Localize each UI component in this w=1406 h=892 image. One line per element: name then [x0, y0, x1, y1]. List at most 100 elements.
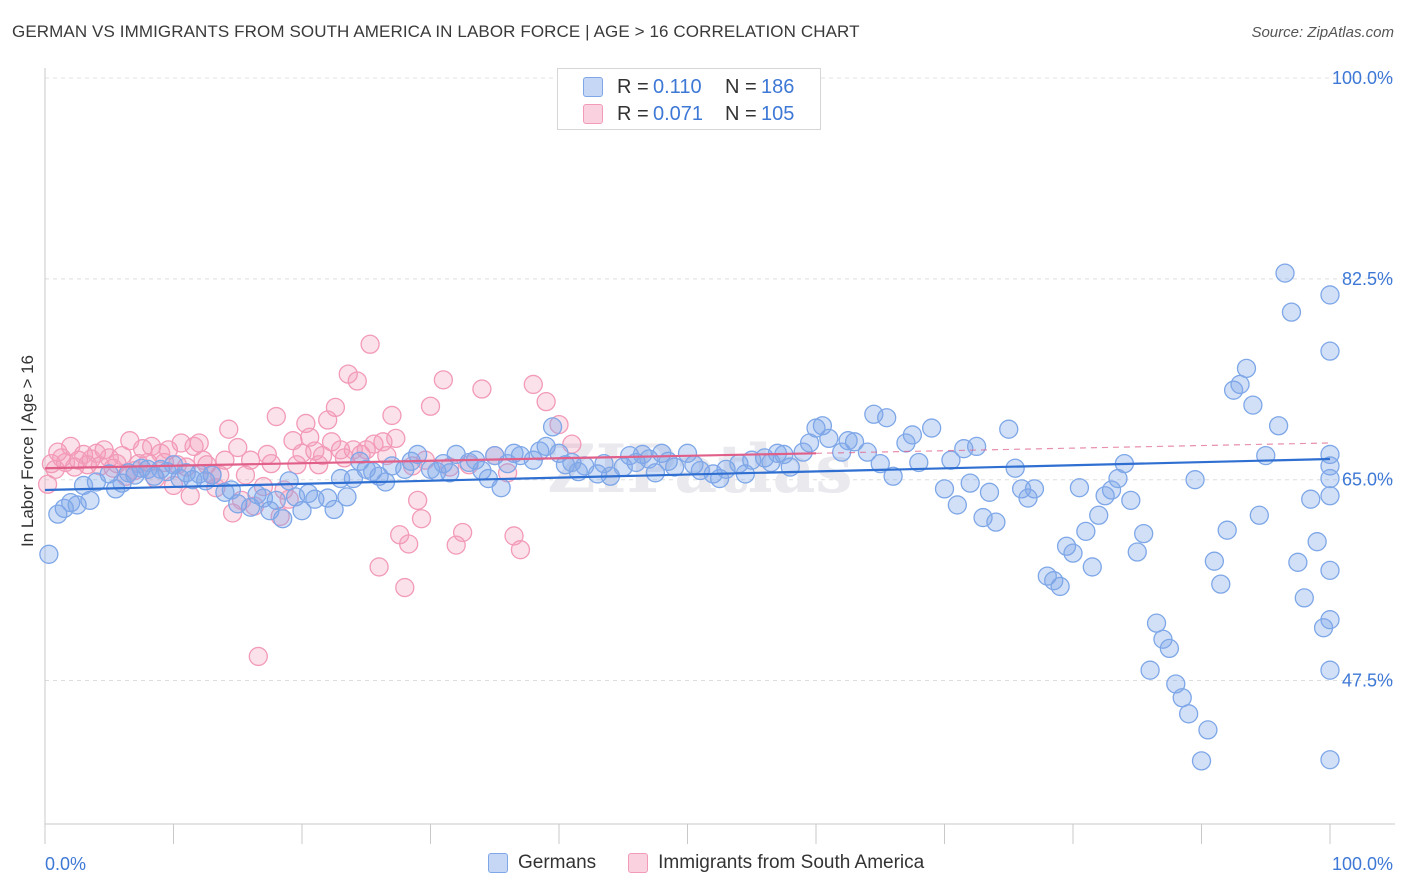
legend-r-value: 0.071	[653, 102, 704, 125]
immigrants-point	[248, 646, 268, 667]
germans-point	[902, 425, 923, 445]
immigrants-point	[377, 445, 397, 466]
chart-source: Source: ZipAtlas.com	[1251, 24, 1394, 41]
germans-point	[440, 463, 460, 483]
germans-point	[877, 408, 897, 428]
germans-point	[1249, 505, 1269, 525]
immigrants-point	[536, 391, 556, 412]
germans-point	[1005, 458, 1025, 478]
germans-point	[1320, 560, 1340, 581]
germans-point	[883, 466, 903, 486]
immigrants-point	[420, 396, 441, 416]
series-legend-label: Immigrants from South America	[658, 852, 925, 873]
immigrants-point	[386, 428, 406, 449]
germans-point	[947, 495, 967, 515]
germans-point	[1268, 416, 1289, 436]
legend-r-label: R =	[617, 75, 649, 98]
germans-point	[1101, 480, 1122, 500]
immigrants-point	[510, 540, 531, 560]
immigrants-point	[112, 445, 132, 466]
germans-point	[1134, 523, 1154, 544]
germans-point	[279, 471, 299, 491]
germans-point	[1069, 478, 1090, 498]
germans-point	[1204, 551, 1224, 571]
germans-point	[594, 453, 614, 474]
germans-point	[838, 431, 858, 451]
immigrants-point	[446, 535, 466, 555]
immigrants-point	[240, 450, 261, 470]
immigrants-point	[523, 374, 543, 395]
legend-n-label: N =	[725, 102, 757, 125]
immigrants-point	[369, 557, 389, 577]
germans-point	[999, 419, 1019, 439]
immigrants-point	[287, 455, 307, 475]
chart-title: GERMAN VS IMMIGRANTS FROM SOUTH AMERICA …	[12, 22, 860, 41]
germans-point	[812, 416, 833, 436]
germans-point	[1320, 468, 1340, 489]
germans-point	[1082, 557, 1102, 577]
immigrants-point	[452, 522, 473, 543]
germans-point	[960, 473, 980, 493]
immigrants-point	[399, 534, 419, 554]
y-axis-label: In Labor Force | Age > 16	[18, 355, 37, 547]
germans-point	[1140, 660, 1160, 680]
immigrants-point	[189, 433, 209, 453]
immigrants-point	[270, 506, 290, 527]
germans-point	[979, 482, 1000, 502]
germans-point	[1236, 358, 1257, 379]
immigrants-point	[219, 419, 239, 439]
germans-point	[1288, 552, 1308, 572]
legend-n-value: 186	[761, 75, 795, 98]
germans-point	[909, 452, 929, 473]
germans-point	[1307, 532, 1327, 552]
germans-point	[1256, 445, 1276, 466]
germans-point	[1320, 610, 1340, 630]
germans-point	[1301, 489, 1321, 509]
x-tick-label: 100.0%	[1332, 854, 1393, 874]
immigrants-point	[395, 577, 415, 598]
germans-point	[1076, 521, 1096, 541]
stats-legend: R = 0.110 N = 186 R = 0.071 N = 105	[557, 68, 821, 130]
series-swatch-immigrants	[628, 853, 649, 873]
germans-point	[870, 453, 890, 474]
legend-swatch-immigrants	[583, 104, 603, 124]
germans-point	[1179, 704, 1199, 724]
germans-point	[1191, 751, 1212, 771]
immigrants-point	[411, 509, 432, 529]
germans-point	[1281, 302, 1302, 322]
immigrants-point	[325, 397, 346, 418]
immigrants-point	[180, 486, 200, 506]
germans-point	[1024, 479, 1045, 499]
germans-point	[780, 457, 800, 477]
germans-point	[266, 490, 286, 511]
germans-point	[1320, 486, 1340, 506]
immigrants-point	[274, 480, 294, 500]
germans-point	[292, 501, 312, 521]
germans-point	[1172, 688, 1192, 708]
germans-point	[1320, 341, 1340, 361]
germans-point	[844, 432, 865, 452]
immigrants-point	[312, 445, 333, 466]
legend-n-value: 105	[761, 102, 795, 125]
immigrants-point	[407, 490, 428, 511]
immigrants-point	[360, 334, 380, 354]
germans-point	[337, 487, 357, 507]
immigrants-trend-line	[44, 452, 817, 470]
germans-point	[80, 490, 100, 511]
legend-swatch-germans	[583, 77, 603, 97]
germans-point	[273, 509, 293, 529]
y-tick-label: 82.5%	[1342, 269, 1393, 289]
germans-point	[491, 478, 511, 498]
germans-point	[542, 417, 563, 437]
germans-point	[202, 465, 222, 485]
legend-row-immigrants: R = 0.071 N = 105	[558, 101, 794, 127]
germans-point	[966, 436, 987, 457]
series-legend-immigrants: Immigrants from South America	[628, 852, 924, 874]
germans-point	[407, 444, 428, 465]
germans-point	[318, 488, 338, 508]
immigrants-point	[210, 465, 230, 485]
legend-r-label: R =	[617, 102, 649, 125]
germans-point	[1294, 588, 1314, 608]
immigrants-point	[347, 371, 367, 391]
